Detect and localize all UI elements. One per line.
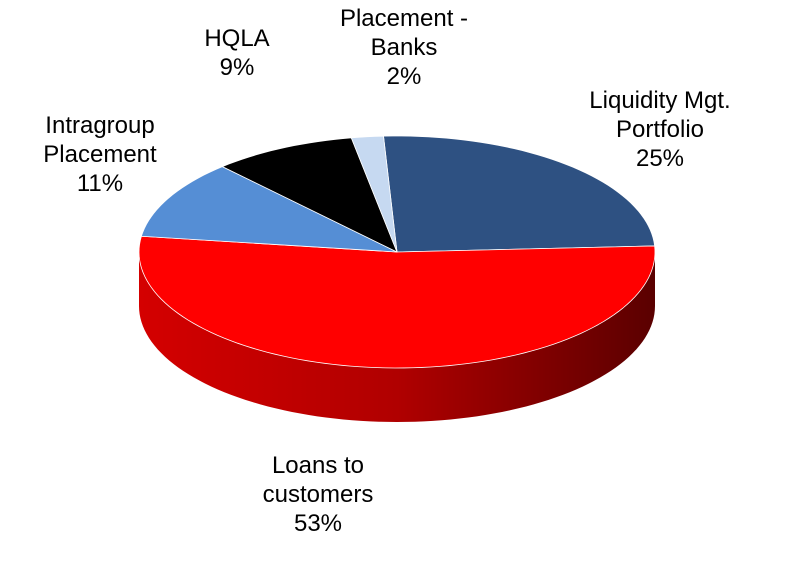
value-label: 9% <box>219 54 255 81</box>
value-label: 11% <box>76 170 124 197</box>
category-label: HQLA <box>204 25 270 52</box>
slice-label: Loans to customers 53% <box>248 451 388 538</box>
slice <box>350 135 398 253</box>
slice-label: Intragroup Placement 11% <box>25 111 175 198</box>
value-label: 25% <box>635 145 685 172</box>
category-label: Intragroup Placement <box>43 112 157 168</box>
slice-side <box>139 252 655 422</box>
slice-label: HQLA 9% <box>187 24 287 82</box>
slice <box>383 135 656 253</box>
category-label: Liquidity Mgt. Portfolio <box>589 87 731 143</box>
slice-label: Liquidity Mgt. Portfolio 25% <box>565 86 755 173</box>
slice <box>138 235 656 369</box>
slice <box>221 137 398 253</box>
category-label: Placement -Banks <box>339 5 469 61</box>
category-label: Loans to customers <box>262 452 374 508</box>
slice-label: Placement -Banks 2% <box>339 4 469 91</box>
value-label: 2% <box>386 63 422 90</box>
slice <box>140 166 398 253</box>
value-label: 53% <box>293 510 343 537</box>
